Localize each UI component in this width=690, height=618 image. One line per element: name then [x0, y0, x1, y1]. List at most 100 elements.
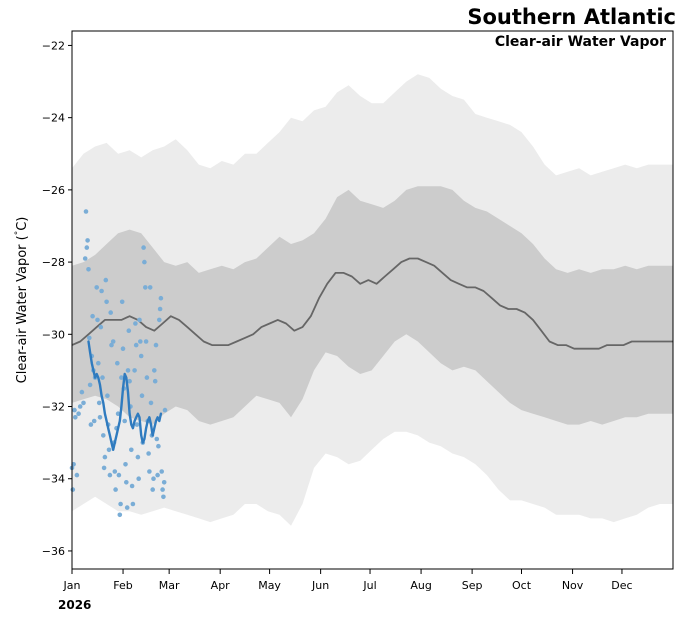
- year-label: 2026: [58, 598, 91, 612]
- data-point: [117, 512, 123, 518]
- data-point: [135, 454, 141, 460]
- data-point: [91, 418, 97, 424]
- data-point: [96, 400, 102, 406]
- data-point: [105, 393, 110, 399]
- climatology-mean-line: [71, 257, 673, 350]
- data-point: [85, 238, 90, 243]
- data-point: [98, 324, 104, 330]
- data-point: [70, 487, 76, 492]
- data-point: [103, 277, 109, 283]
- data-point: [144, 375, 150, 380]
- x-tick-label: Jul: [362, 579, 376, 592]
- x-tick-label: Nov: [562, 579, 584, 592]
- data-point: [138, 339, 143, 344]
- y-axis-label-main: Clear-air Water Vapor (: [15, 235, 30, 383]
- data-point: [86, 267, 91, 272]
- x-tick-label: Jan: [63, 579, 81, 592]
- y-tick-label: −28: [42, 256, 65, 269]
- data-point: [155, 472, 160, 478]
- data-point: [129, 483, 135, 489]
- data-point: [138, 353, 144, 359]
- data-point: [102, 454, 108, 460]
- y-tick-label: −30: [42, 328, 65, 341]
- data-point: [77, 404, 83, 409]
- x-tick-label: Aug: [410, 579, 431, 592]
- data-point: [119, 299, 125, 305]
- data-point: [123, 462, 128, 467]
- data-point: [106, 447, 112, 453]
- data-point: [153, 342, 159, 348]
- data-point: [143, 285, 148, 290]
- data-point: [87, 335, 92, 341]
- data-point: [107, 472, 113, 478]
- data-point: [142, 259, 147, 265]
- y-tick-label: −36: [42, 545, 65, 558]
- data-point: [148, 400, 154, 406]
- data-point: [139, 393, 145, 399]
- data-point: [97, 415, 103, 420]
- x-tick-label: May: [258, 579, 281, 592]
- data-point: [119, 375, 124, 380]
- data-point: [83, 209, 89, 214]
- y-tick-label: −22: [42, 39, 65, 52]
- data-point: [124, 480, 129, 485]
- data-point: [161, 494, 166, 500]
- data-point: [124, 505, 130, 510]
- y-tick-label: −26: [42, 184, 65, 197]
- x-tick-label: Jun: [311, 579, 329, 592]
- data-point: [90, 313, 95, 319]
- data-point: [158, 295, 164, 301]
- data-point: [72, 407, 77, 413]
- data-point: [147, 285, 153, 290]
- data-point: [79, 389, 85, 395]
- plot-area: [69, 74, 673, 526]
- data-point: [95, 317, 100, 323]
- data-point: [115, 360, 120, 366]
- data-point: [74, 472, 80, 478]
- x-tick-label: Mar: [159, 579, 180, 592]
- data-point: [108, 310, 113, 315]
- data-point: [134, 422, 140, 427]
- data-point: [84, 245, 90, 250]
- data-point: [73, 415, 78, 420]
- data-point: [151, 476, 156, 482]
- data-point: [127, 378, 132, 384]
- data-point: [115, 411, 121, 417]
- data-point: [150, 487, 155, 492]
- data-point: [129, 447, 134, 453]
- x-tick-label: Dec: [611, 579, 632, 592]
- chart-title: Southern Atlantic: [467, 5, 676, 29]
- data-point: [116, 472, 122, 478]
- y-axis-label-end: C): [15, 217, 30, 231]
- data-point: [157, 317, 162, 323]
- y-tick-label: −34: [42, 473, 65, 486]
- data-point: [130, 501, 136, 507]
- data-point: [137, 317, 142, 323]
- y-tick-label: −32: [42, 401, 65, 414]
- data-point: [126, 328, 132, 334]
- data-point: [112, 469, 118, 474]
- data-point: [110, 339, 116, 344]
- y-axis-label-degree: °: [14, 231, 24, 236]
- data-point: [118, 501, 123, 507]
- y-axis-label: Clear-air Water Vapor (°C): [14, 217, 30, 384]
- x-tick-label: Oct: [512, 579, 532, 592]
- data-point: [76, 411, 81, 417]
- data-point: [132, 368, 137, 373]
- data-point: [99, 288, 104, 294]
- data-point: [159, 469, 164, 474]
- data-point: [82, 256, 88, 261]
- data-point: [96, 360, 101, 366]
- data-point: [161, 480, 167, 485]
- data-point: [160, 487, 165, 492]
- data-point: [152, 368, 157, 373]
- data-point: [133, 321, 138, 326]
- data-point: [81, 400, 86, 406]
- data-point: [143, 339, 149, 344]
- data-point: [125, 368, 131, 373]
- data-point: [141, 245, 146, 250]
- data-point: [122, 418, 127, 424]
- y-tick-label: −24: [42, 112, 65, 125]
- plot-frame: [71, 30, 674, 570]
